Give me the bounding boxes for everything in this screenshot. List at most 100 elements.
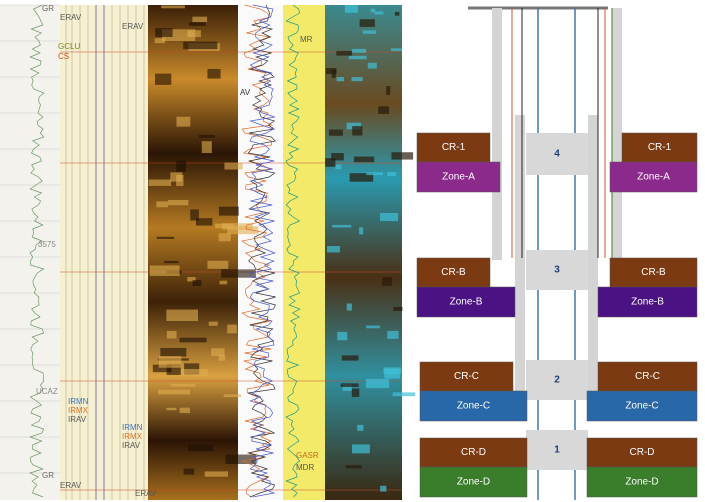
zone xyxy=(419,466,528,498)
zone xyxy=(586,390,698,422)
texture xyxy=(331,153,344,161)
texture xyxy=(219,280,228,285)
zone xyxy=(586,466,698,498)
zone xyxy=(419,390,528,422)
cement-retainer xyxy=(621,132,698,163)
texture xyxy=(351,388,360,397)
image-track xyxy=(148,5,238,500)
texture xyxy=(359,19,375,27)
image-track xyxy=(325,5,402,500)
cr-label: CR-1 xyxy=(442,142,466,153)
texture xyxy=(392,392,416,397)
texture xyxy=(161,5,185,9)
cement-retainer xyxy=(419,361,514,392)
texture xyxy=(374,11,384,15)
zone xyxy=(416,286,516,318)
texture xyxy=(391,152,414,160)
log-curve xyxy=(247,4,277,498)
texture xyxy=(162,29,196,41)
log-label: ERAV xyxy=(60,13,82,22)
texture xyxy=(201,141,212,154)
texture xyxy=(221,223,253,230)
texture xyxy=(207,260,229,269)
texture xyxy=(326,68,337,75)
stage-band xyxy=(526,133,588,175)
texture xyxy=(199,134,215,138)
zone-label: Zone-D xyxy=(457,477,490,488)
texture xyxy=(164,260,179,264)
texture xyxy=(349,173,374,182)
texture xyxy=(166,330,177,339)
casing xyxy=(515,115,525,400)
cement-retainer xyxy=(609,257,698,288)
texture xyxy=(225,454,257,464)
texture xyxy=(227,324,237,334)
texture xyxy=(357,424,364,431)
tubing xyxy=(612,8,622,260)
texture xyxy=(179,337,207,343)
texture xyxy=(362,30,377,34)
texture xyxy=(176,160,186,172)
texture xyxy=(152,364,172,373)
texture xyxy=(386,86,391,95)
log-label: IRMN xyxy=(68,397,89,406)
texture xyxy=(148,179,172,186)
stage-number: 3 xyxy=(554,265,560,276)
texture xyxy=(344,5,358,13)
texture xyxy=(168,199,189,206)
texture xyxy=(327,246,340,253)
log-label: IRAV xyxy=(122,441,141,450)
texture xyxy=(221,269,256,278)
texture xyxy=(154,73,172,85)
stage-number: 2 xyxy=(554,375,560,386)
texture xyxy=(332,224,352,228)
texture xyxy=(158,389,190,395)
zone xyxy=(609,161,698,193)
texture xyxy=(366,172,383,176)
log-label: UCAZ xyxy=(36,387,58,396)
texture xyxy=(196,218,213,226)
log-curve xyxy=(28,4,45,498)
texture xyxy=(328,129,343,136)
log-label: AV xyxy=(240,88,251,97)
texture xyxy=(208,321,218,326)
texture xyxy=(158,356,182,368)
cement-retainer xyxy=(597,361,698,392)
texture xyxy=(394,11,400,16)
stage-number: 4 xyxy=(554,149,560,160)
log-label: IRMX xyxy=(122,432,143,441)
cr-label: CR-B xyxy=(441,267,466,278)
texture xyxy=(341,355,359,361)
texture xyxy=(391,48,403,51)
texture xyxy=(223,394,242,398)
zone xyxy=(597,286,698,318)
texture xyxy=(190,209,199,221)
texture xyxy=(204,471,228,477)
texture xyxy=(189,22,206,26)
texture xyxy=(187,444,214,452)
texture xyxy=(187,276,196,282)
texture xyxy=(345,465,362,469)
texture xyxy=(336,77,344,82)
texture xyxy=(367,62,377,69)
zone-label: Zone-B xyxy=(631,297,664,308)
texture xyxy=(365,378,390,389)
texture xyxy=(336,50,353,56)
texture xyxy=(352,444,370,454)
fluid-track xyxy=(283,5,325,500)
zone-label: Zone-A xyxy=(637,172,670,183)
texture xyxy=(179,369,208,377)
texture xyxy=(387,330,399,339)
texture xyxy=(380,485,387,492)
texture xyxy=(359,227,364,235)
log-label: GR xyxy=(42,471,54,480)
zone-label: Zone-C xyxy=(625,401,658,412)
texture xyxy=(184,363,200,375)
texture xyxy=(337,331,348,341)
texture xyxy=(166,407,177,411)
log-label: IRMN xyxy=(122,423,143,432)
log-curve xyxy=(249,4,276,498)
log-label: ERAV xyxy=(122,22,144,31)
texture xyxy=(179,407,190,414)
texture xyxy=(370,8,376,13)
